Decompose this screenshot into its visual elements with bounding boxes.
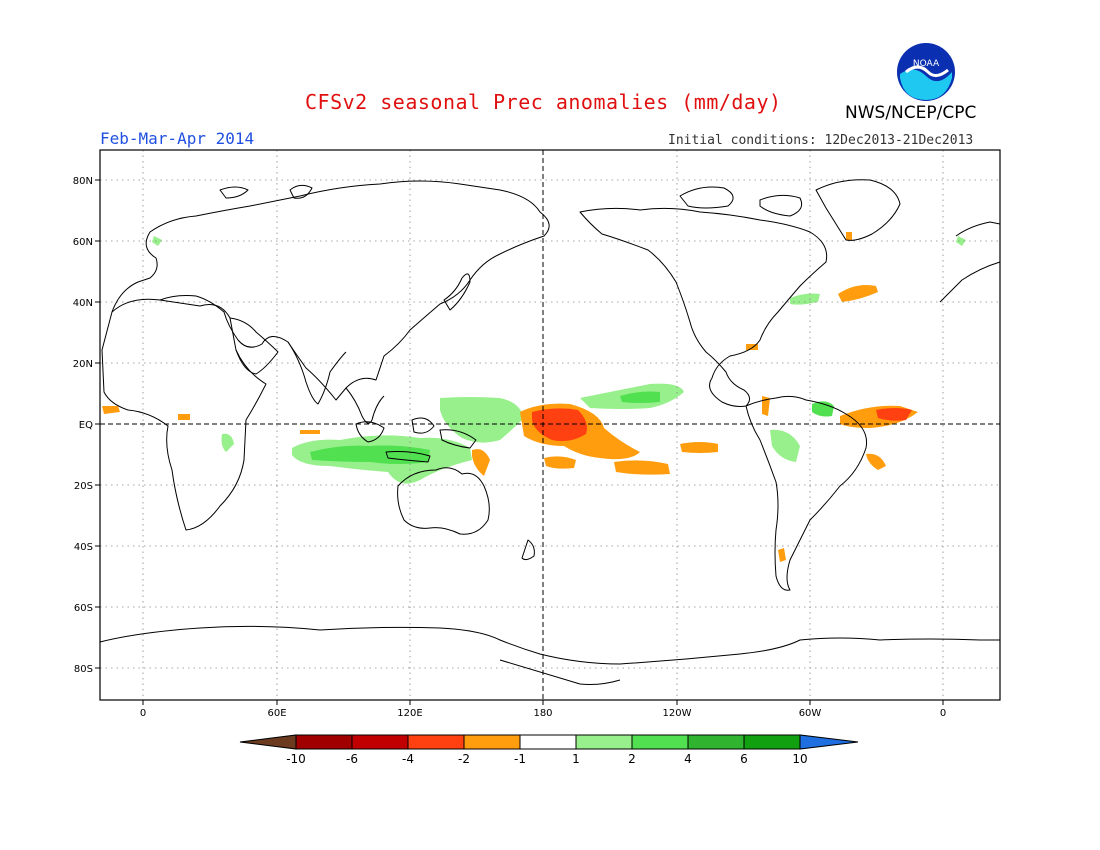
wet-anomaly-amazon xyxy=(770,429,800,462)
legend-label: -2 xyxy=(458,752,470,766)
lat-label: 80N xyxy=(73,176,93,187)
wet-anomaly-atlantic xyxy=(790,293,820,305)
dry-anomaly-peru xyxy=(762,396,770,416)
legend-swatch xyxy=(519,734,577,750)
lon-label: 120E xyxy=(397,708,422,719)
legend-swatch xyxy=(351,734,409,750)
dry-anomaly-greenland xyxy=(846,232,852,240)
coastlines xyxy=(99,179,1001,685)
dry-anomaly-east-pacific xyxy=(680,442,718,453)
legend-label: -6 xyxy=(346,752,358,766)
legend-label: -4 xyxy=(402,752,414,766)
wet-anomaly-west-pacific xyxy=(440,397,524,443)
lon-label: 0 xyxy=(940,708,946,719)
wet-anomaly-europe xyxy=(152,236,162,246)
legend-arrow-low xyxy=(239,734,297,750)
legend-swatch xyxy=(463,734,521,750)
dry-anomaly-central-africa xyxy=(178,414,190,420)
legend-swatch xyxy=(631,734,689,750)
lat-label: 40N xyxy=(73,298,93,309)
lat-labels: 80N 60N 40N 20N EQ 20S 40S 60S 80S xyxy=(73,176,93,675)
legend-label: 4 xyxy=(684,752,692,766)
axis-ticks xyxy=(95,179,944,705)
dry-anomaly-central-pacific-core xyxy=(532,408,587,442)
dry-anomaly-north-atlantic xyxy=(838,285,878,302)
lat-label: 20N xyxy=(73,359,93,370)
dry-anomaly-west-africa xyxy=(102,406,120,414)
wet-anomaly-greenland xyxy=(956,236,966,246)
lat-label: 60N xyxy=(73,237,93,248)
anomaly-patches xyxy=(102,232,966,562)
legend-label: 1 xyxy=(572,752,580,766)
legend-label: 2 xyxy=(628,752,636,766)
dry-anomaly-south-pacific xyxy=(614,460,670,475)
chart-title: CFSv2 seasonal Prec anomalies (mm/day) xyxy=(305,90,782,114)
dry-anomaly-chile xyxy=(778,548,786,562)
lon-label: 180 xyxy=(533,708,552,719)
legend-swatch xyxy=(407,734,465,750)
legend-swatch xyxy=(295,734,353,750)
initial-conditions-label: Initial conditions: 12Dec2013-21Dec2013 xyxy=(668,133,974,148)
lat-label: 80S xyxy=(74,664,93,675)
wet-anomaly-itcz-core xyxy=(620,391,660,403)
dry-anomaly-indian xyxy=(300,430,320,434)
lon-label: 0 xyxy=(140,708,146,719)
lon-label: 120W xyxy=(663,708,692,719)
agency-label: NWS/NCEP/CPC xyxy=(845,103,977,123)
lon-labels: 0 60E 120E 180 120W 60W 0 xyxy=(140,708,946,719)
legend-swatch xyxy=(687,734,745,750)
logo-text: NOAA xyxy=(913,59,940,69)
legend-arrow-high xyxy=(799,734,859,750)
legend-swatch xyxy=(575,734,633,750)
period-label: Feb-Mar-Apr 2014 xyxy=(100,129,255,148)
lat-label: EQ xyxy=(79,420,93,431)
lon-label: 60W xyxy=(799,708,822,719)
noaa-logo-icon: NOAA xyxy=(897,43,955,101)
lat-label: 40S xyxy=(74,542,93,553)
wet-anomaly-africa xyxy=(221,433,234,452)
dry-anomaly-atlantic-core xyxy=(876,408,912,421)
legend-swatch xyxy=(743,734,801,750)
lat-label: 20S xyxy=(74,481,93,492)
dry-anomaly-south-pacific-2 xyxy=(544,456,576,469)
lat-label: 60S xyxy=(74,603,93,614)
lon-label: 60E xyxy=(267,708,286,719)
legend-label: 10 xyxy=(792,752,807,766)
graticule xyxy=(100,150,1000,700)
dry-anomaly-coral-sea xyxy=(472,449,490,476)
legend-label: 6 xyxy=(740,752,748,766)
map-frame xyxy=(99,149,1001,701)
dry-anomaly-brazil xyxy=(866,453,886,470)
equator-dateline xyxy=(100,150,1000,700)
legend-label: -1 xyxy=(514,752,526,766)
legend-label: -10 xyxy=(286,752,306,766)
